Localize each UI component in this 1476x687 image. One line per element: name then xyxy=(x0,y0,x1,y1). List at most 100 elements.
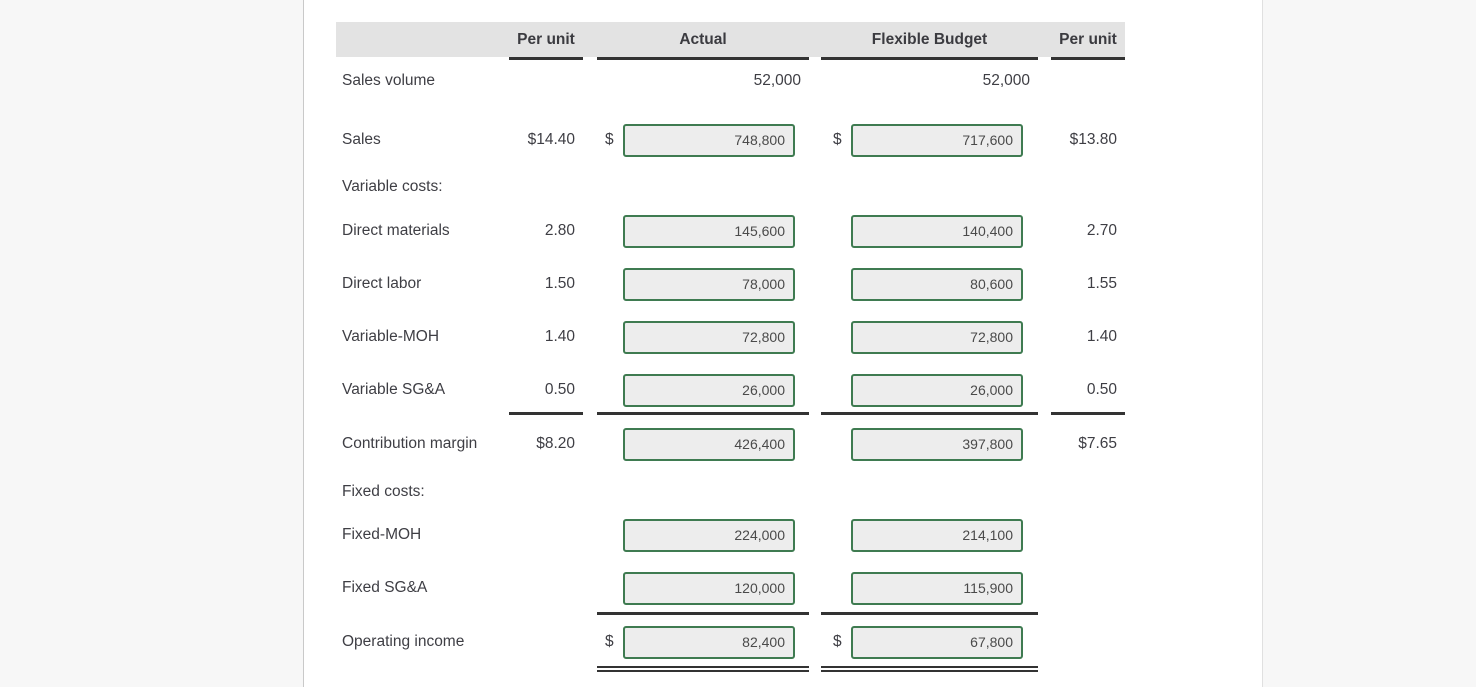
operating-income-actual-input[interactable] xyxy=(623,625,795,659)
flexible-budget-table: Per unit Actual Flexible Budget Per unit… xyxy=(336,0,1125,687)
row-contribution-margin: Contribution margin $8.20 $7.65 xyxy=(336,427,1125,461)
operating-income-flexible-input[interactable] xyxy=(851,625,1023,659)
row-fixed-sga: Fixed SG&A xyxy=(336,571,1125,605)
per-unit-flexible-value: 1.55 xyxy=(1086,275,1117,292)
worksheet-panel: Per unit Actual Flexible Budget Per unit… xyxy=(303,0,1263,687)
row-label: Fixed-MOH xyxy=(342,526,422,543)
actual-cell: $ xyxy=(597,123,809,157)
row-fixed-moh: Fixed-MOH xyxy=(336,518,1125,552)
row-label: Fixed SG&A xyxy=(342,579,428,596)
double-rule-flexible-bottom xyxy=(821,670,1038,672)
variable-moh-actual-input[interactable] xyxy=(623,320,795,354)
row-variable-moh: Variable-MOH 1.40 1.40 xyxy=(336,320,1125,354)
row-operating-income: Operating income $ $ xyxy=(336,625,1125,659)
section-label: Fixed costs: xyxy=(342,483,425,500)
flexible-cell xyxy=(821,518,1038,552)
row-label: Operating income xyxy=(342,633,465,650)
per-unit-flexible-value: $13.80 xyxy=(1069,131,1117,148)
sales-volume-actual: 52,000 xyxy=(753,72,801,89)
total-rule-flexible xyxy=(821,612,1038,615)
direct-materials-actual-input[interactable] xyxy=(623,214,795,248)
sales-actual-input[interactable] xyxy=(623,123,795,157)
currency-symbol: $ xyxy=(605,633,614,650)
row-label: Direct labor xyxy=(342,275,422,292)
subtotal-rule-per-unit-left xyxy=(509,412,583,415)
flexible-cell xyxy=(821,320,1038,354)
currency-symbol: $ xyxy=(833,131,842,148)
row-label: Direct materials xyxy=(342,222,450,239)
row-label: Variable-MOH xyxy=(342,328,440,345)
variable-sga-actual-input[interactable] xyxy=(623,373,795,407)
total-rule-actual xyxy=(597,612,809,615)
row-label: Variable SG&A xyxy=(342,381,446,398)
actual-cell: $ xyxy=(597,625,809,659)
row-direct-labor: Direct labor 1.50 1.55 xyxy=(336,267,1125,301)
flexible-cell: $ xyxy=(821,123,1038,157)
flexible-cell xyxy=(821,214,1038,248)
row-label: Sales volume xyxy=(342,72,436,89)
row-sales-volume: Sales volume 52,000 52,000 xyxy=(336,68,1125,94)
per-unit-actual-value: 2.80 xyxy=(544,222,575,239)
actual-cell xyxy=(597,427,809,461)
section-label: Variable costs: xyxy=(342,178,443,195)
contribution-margin-actual-input[interactable] xyxy=(623,427,795,461)
row-variable-costs-header: Variable costs: xyxy=(336,176,1125,198)
col-header-actual: Actual xyxy=(679,30,727,48)
header-rule-flexible-budget xyxy=(821,57,1038,60)
variable-moh-flexible-input[interactable] xyxy=(851,320,1023,354)
currency-symbol: $ xyxy=(605,131,614,148)
row-sales: Sales $14.40 $ $ $13.80 xyxy=(336,123,1125,157)
flexible-cell: $ xyxy=(821,625,1038,659)
per-unit-actual-value: 1.40 xyxy=(544,328,575,345)
contribution-margin-flexible-input[interactable] xyxy=(851,427,1023,461)
per-unit-flexible-value: $7.65 xyxy=(1078,435,1117,452)
table-header-row: Per unit Actual Flexible Budget Per unit xyxy=(336,22,1125,57)
direct-labor-flexible-input[interactable] xyxy=(851,267,1023,301)
per-unit-actual-value: 1.50 xyxy=(544,275,575,292)
row-label: Sales xyxy=(342,131,381,148)
per-unit-actual-value: 0.50 xyxy=(544,381,575,398)
sales-volume-flexible: 52,000 xyxy=(982,72,1030,89)
row-variable-sga: Variable SG&A 0.50 0.50 xyxy=(336,373,1125,407)
per-unit-flexible-value: 2.70 xyxy=(1086,222,1117,239)
variable-sga-flexible-input[interactable] xyxy=(851,373,1023,407)
fixed-moh-flexible-input[interactable] xyxy=(851,518,1023,552)
actual-cell xyxy=(597,373,809,407)
per-unit-flexible-value: 1.40 xyxy=(1086,328,1117,345)
col-header-flexible-budget: Flexible Budget xyxy=(871,30,988,48)
header-rule-per-unit-left xyxy=(509,57,583,60)
col-header-per-unit-left: Per unit xyxy=(517,30,575,48)
actual-cell xyxy=(597,214,809,248)
header-rule-per-unit-right xyxy=(1051,57,1125,60)
flexible-cell xyxy=(821,427,1038,461)
actual-cell xyxy=(597,571,809,605)
per-unit-actual-value: $8.20 xyxy=(536,435,575,452)
col-header-per-unit-right: Per unit xyxy=(1059,30,1117,48)
row-direct-materials: Direct materials 2.80 2.70 xyxy=(336,214,1125,248)
double-rule-flexible-top xyxy=(821,666,1038,668)
fixed-sga-flexible-input[interactable] xyxy=(851,571,1023,605)
actual-cell xyxy=(597,267,809,301)
double-rule-actual-top xyxy=(597,666,809,668)
header-rule-actual xyxy=(597,57,809,60)
subtotal-rule-flexible xyxy=(821,412,1038,415)
flexible-cell xyxy=(821,571,1038,605)
subtotal-rule-per-unit-right xyxy=(1051,412,1125,415)
per-unit-flexible-value: 0.50 xyxy=(1086,381,1117,398)
row-label: Contribution margin xyxy=(342,435,478,452)
row-fixed-costs-header: Fixed costs: xyxy=(336,481,1125,503)
direct-labor-actual-input[interactable] xyxy=(623,267,795,301)
flexible-cell xyxy=(821,373,1038,407)
actual-cell xyxy=(597,518,809,552)
fixed-sga-actual-input[interactable] xyxy=(623,571,795,605)
subtotal-rule-actual xyxy=(597,412,809,415)
sales-flexible-input[interactable] xyxy=(851,123,1023,157)
per-unit-actual-value: $14.40 xyxy=(527,131,575,148)
fixed-moh-actual-input[interactable] xyxy=(623,518,795,552)
currency-symbol: $ xyxy=(833,633,842,650)
direct-materials-flexible-input[interactable] xyxy=(851,214,1023,248)
actual-cell xyxy=(597,320,809,354)
double-rule-actual-bottom xyxy=(597,670,809,672)
flexible-cell xyxy=(821,267,1038,301)
